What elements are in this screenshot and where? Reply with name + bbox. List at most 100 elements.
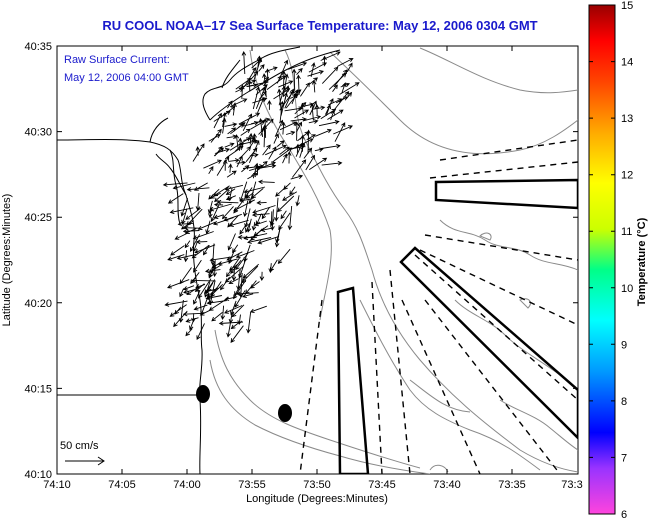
current-vector [222, 159, 228, 171]
current-vector [183, 250, 189, 263]
y-tick-label: 40:15 [24, 383, 52, 395]
current-vector [262, 124, 268, 148]
current-vector [246, 83, 258, 88]
current-vector [330, 110, 335, 121]
current-vector [276, 140, 285, 147]
current-vector [252, 205, 276, 214]
current-vector [241, 265, 259, 284]
current-vector [321, 160, 343, 166]
current-vector [278, 85, 286, 106]
bathymetry-contours [209, 47, 578, 474]
current-vector [261, 206, 270, 220]
current-vector [278, 59, 289, 81]
current-vector [314, 147, 324, 152]
current-vector [230, 259, 242, 274]
current-vector [167, 193, 184, 204]
current-vector [229, 219, 249, 228]
current-vector [208, 280, 216, 305]
current-vector [220, 276, 230, 291]
current-vector [252, 86, 261, 110]
current-vector [238, 79, 257, 90]
current-vector [312, 105, 326, 111]
current-vector [224, 265, 244, 283]
current-vector [290, 117, 307, 122]
current-vector [221, 117, 227, 134]
current-vector [217, 258, 238, 266]
current-vector [195, 192, 201, 211]
current-vector [258, 117, 264, 137]
current-vector [214, 186, 232, 203]
current-vector [334, 90, 350, 110]
y-tick-label: 40:20 [24, 298, 52, 310]
current-vector [277, 248, 291, 265]
current-vector [221, 206, 234, 220]
current-vector [234, 134, 240, 150]
current-vector [280, 210, 287, 220]
current-vector [287, 205, 293, 231]
current-vector [286, 151, 292, 164]
current-vector [259, 163, 277, 169]
current-vector [251, 221, 257, 231]
current-vector [213, 110, 231, 122]
current-vector [291, 138, 314, 150]
current-vector [240, 128, 251, 136]
current-vector [241, 293, 254, 299]
current-vector [183, 285, 195, 291]
current-vector [311, 79, 317, 93]
current-vector [243, 244, 251, 263]
current-vector [220, 305, 226, 321]
current-vector [224, 122, 238, 127]
current-vector [270, 209, 275, 231]
current-vector [178, 299, 184, 323]
current-vector [233, 199, 256, 212]
current-vector [282, 153, 288, 164]
current-vector [186, 187, 210, 192]
current-vector [262, 73, 267, 98]
current-vector [243, 186, 266, 194]
current-vector [216, 156, 230, 176]
current-vector [207, 200, 213, 215]
current-vector [224, 142, 235, 148]
current-vector [309, 100, 317, 116]
current-vector [208, 166, 214, 175]
current-vector [296, 74, 301, 95]
colorbar-tick: 7 [621, 452, 627, 464]
current-vector [191, 313, 196, 323]
sampling-boxes [336, 178, 578, 474]
current-vector [223, 213, 242, 222]
current-vector [258, 179, 275, 185]
current-vector [238, 112, 261, 125]
current-vector [228, 158, 240, 163]
colorbar [588, 4, 616, 515]
current-vector [170, 245, 185, 256]
current-vector [210, 204, 220, 222]
current-vector [278, 212, 291, 231]
colorbar-tick: 15 [621, 0, 633, 12]
x-tick-label: 73:40 [433, 479, 461, 491]
current-vector [303, 115, 322, 122]
current-vector [230, 322, 240, 330]
colorbar-tick: 14 [621, 57, 633, 69]
current-vector [185, 328, 193, 337]
x-tick-label: 74:10 [43, 479, 71, 491]
current-vector [279, 121, 298, 131]
y-axis-label: Latitude (Degrees:Minutes) [1, 194, 13, 327]
current-vector [230, 98, 248, 108]
scale-label: 50 cm/s [60, 440, 99, 452]
current-vector [194, 283, 205, 293]
current-vector [214, 147, 230, 154]
current-vector [186, 208, 203, 226]
current-vector [274, 119, 284, 137]
current-vector [228, 163, 233, 173]
current-vector [241, 50, 247, 75]
current-vector [197, 221, 216, 231]
current-vector [233, 279, 247, 300]
current-vector [223, 105, 236, 116]
current-vector [256, 200, 267, 206]
current-vector [226, 170, 237, 178]
current-vector [253, 225, 269, 237]
current-vector [265, 144, 287, 156]
x-tick-label: 73:35 [498, 479, 526, 491]
current-vector [184, 240, 191, 249]
